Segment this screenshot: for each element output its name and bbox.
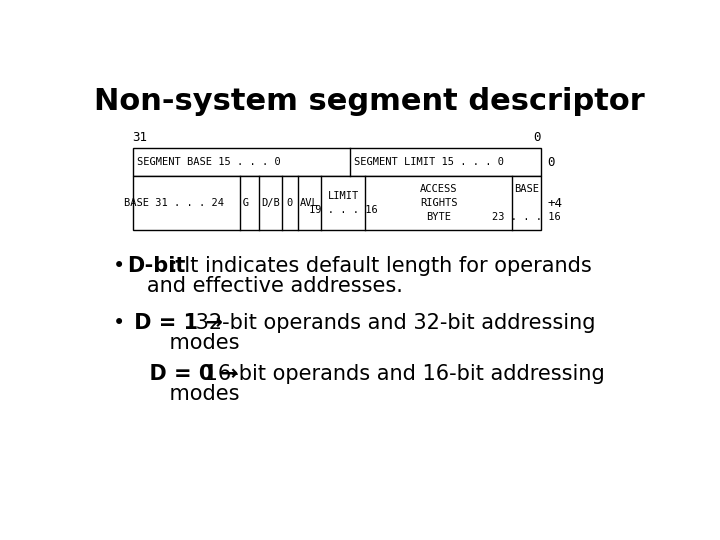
Text: D/B: D/B: [261, 198, 280, 208]
Text: AVL: AVL: [300, 198, 319, 208]
Text: 16-bit operands and 16-bit addressing: 16-bit operands and 16-bit addressing: [199, 363, 606, 383]
Text: and effective addresses.: and effective addresses.: [127, 276, 403, 296]
Text: Non-system segment descriptor: Non-system segment descriptor: [94, 87, 644, 116]
Text: •: •: [113, 256, 125, 276]
Bar: [132, 177, 541, 231]
Text: +4: +4: [547, 197, 562, 210]
Text: 0: 0: [547, 156, 554, 168]
Text: SEGMENT LIMIT 15 . . . 0: SEGMENT LIMIT 15 . . . 0: [354, 157, 504, 167]
Text: D-bit: D-bit: [127, 256, 186, 276]
Text: D = 1 →: D = 1 →: [127, 313, 223, 333]
Text: BASE

23 . . . 16: BASE 23 . . . 16: [492, 184, 561, 222]
Text: •: •: [113, 313, 125, 333]
Text: 0: 0: [287, 198, 293, 208]
Text: BASE 31 . . . 24   G: BASE 31 . . . 24 G: [124, 198, 248, 208]
Text: 32-bit operands and 32-bit addressing: 32-bit operands and 32-bit addressing: [189, 313, 595, 333]
Text: 31: 31: [132, 131, 148, 144]
Text: SEGMENT BASE 15 . . . 0: SEGMENT BASE 15 . . . 0: [138, 157, 281, 167]
Text: modes: modes: [143, 333, 239, 353]
Text: modes: modes: [143, 383, 239, 403]
Bar: [132, 148, 541, 177]
Text: LIMIT
19 . . . 16: LIMIT 19 . . . 16: [309, 191, 377, 215]
Text: ACCESS
RIGHTS
BYTE: ACCESS RIGHTS BYTE: [420, 184, 457, 222]
Text: : It indicates default length for operands: : It indicates default length for operan…: [163, 256, 591, 276]
Text: 0: 0: [534, 131, 541, 144]
Text: D = 0 →: D = 0 →: [135, 363, 238, 383]
